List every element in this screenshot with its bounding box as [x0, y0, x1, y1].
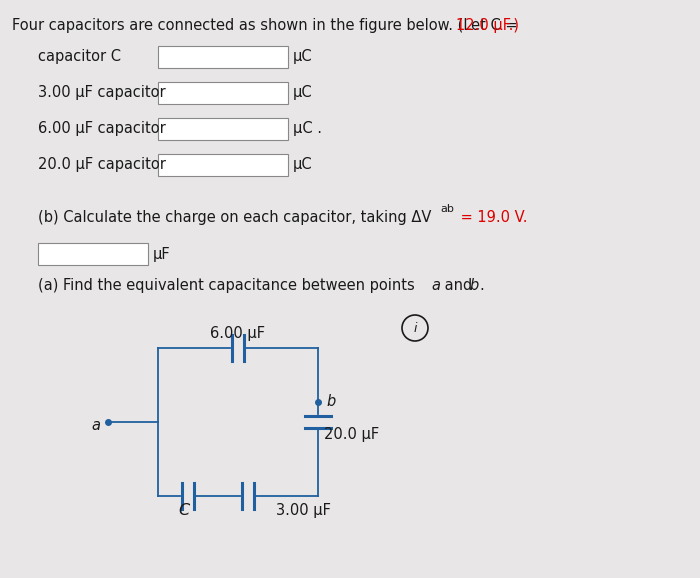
- Bar: [158, 82, 288, 104]
- Text: capacitor C: capacitor C: [38, 50, 121, 65]
- Text: 3.00 μF capacitor: 3.00 μF capacitor: [38, 86, 166, 101]
- Text: i: i: [413, 321, 416, 335]
- Text: 3.00 μF: 3.00 μF: [276, 503, 331, 518]
- Bar: [158, 46, 288, 68]
- Text: (b) Calculate the charge on each capacitor, taking ΔV: (b) Calculate the charge on each capacit…: [38, 210, 431, 225]
- Text: = 19.0 V.: = 19.0 V.: [456, 210, 528, 225]
- Text: 20.0 μF capacitor: 20.0 μF capacitor: [38, 157, 166, 172]
- Text: and: and: [440, 278, 477, 293]
- Bar: [158, 118, 288, 140]
- Text: μF: μF: [153, 246, 171, 261]
- Text: μC: μC: [293, 157, 313, 172]
- Text: ab: ab: [440, 204, 454, 214]
- Text: μC .: μC .: [293, 121, 322, 136]
- Text: 6.00 μF: 6.00 μF: [211, 326, 265, 341]
- Text: 12.0 μF.): 12.0 μF.): [456, 18, 519, 33]
- Bar: [38, 243, 148, 265]
- Text: μC: μC: [293, 86, 313, 101]
- Text: 6.00 μF capacitor: 6.00 μF capacitor: [38, 121, 166, 136]
- Bar: [158, 154, 288, 176]
- Text: b: b: [469, 278, 478, 293]
- Text: a: a: [431, 278, 440, 293]
- Text: a: a: [91, 418, 100, 433]
- Text: μC: μC: [293, 50, 313, 65]
- Text: .: .: [479, 278, 484, 293]
- Text: Four capacitors are connected as shown in the figure below. (Let C =: Four capacitors are connected as shown i…: [12, 18, 522, 33]
- Text: (a) Find the equivalent capacitance between points: (a) Find the equivalent capacitance betw…: [38, 278, 419, 293]
- Text: 20.0 μF: 20.0 μF: [324, 427, 379, 442]
- Text: b: b: [326, 395, 335, 409]
- Text: C: C: [178, 503, 190, 518]
